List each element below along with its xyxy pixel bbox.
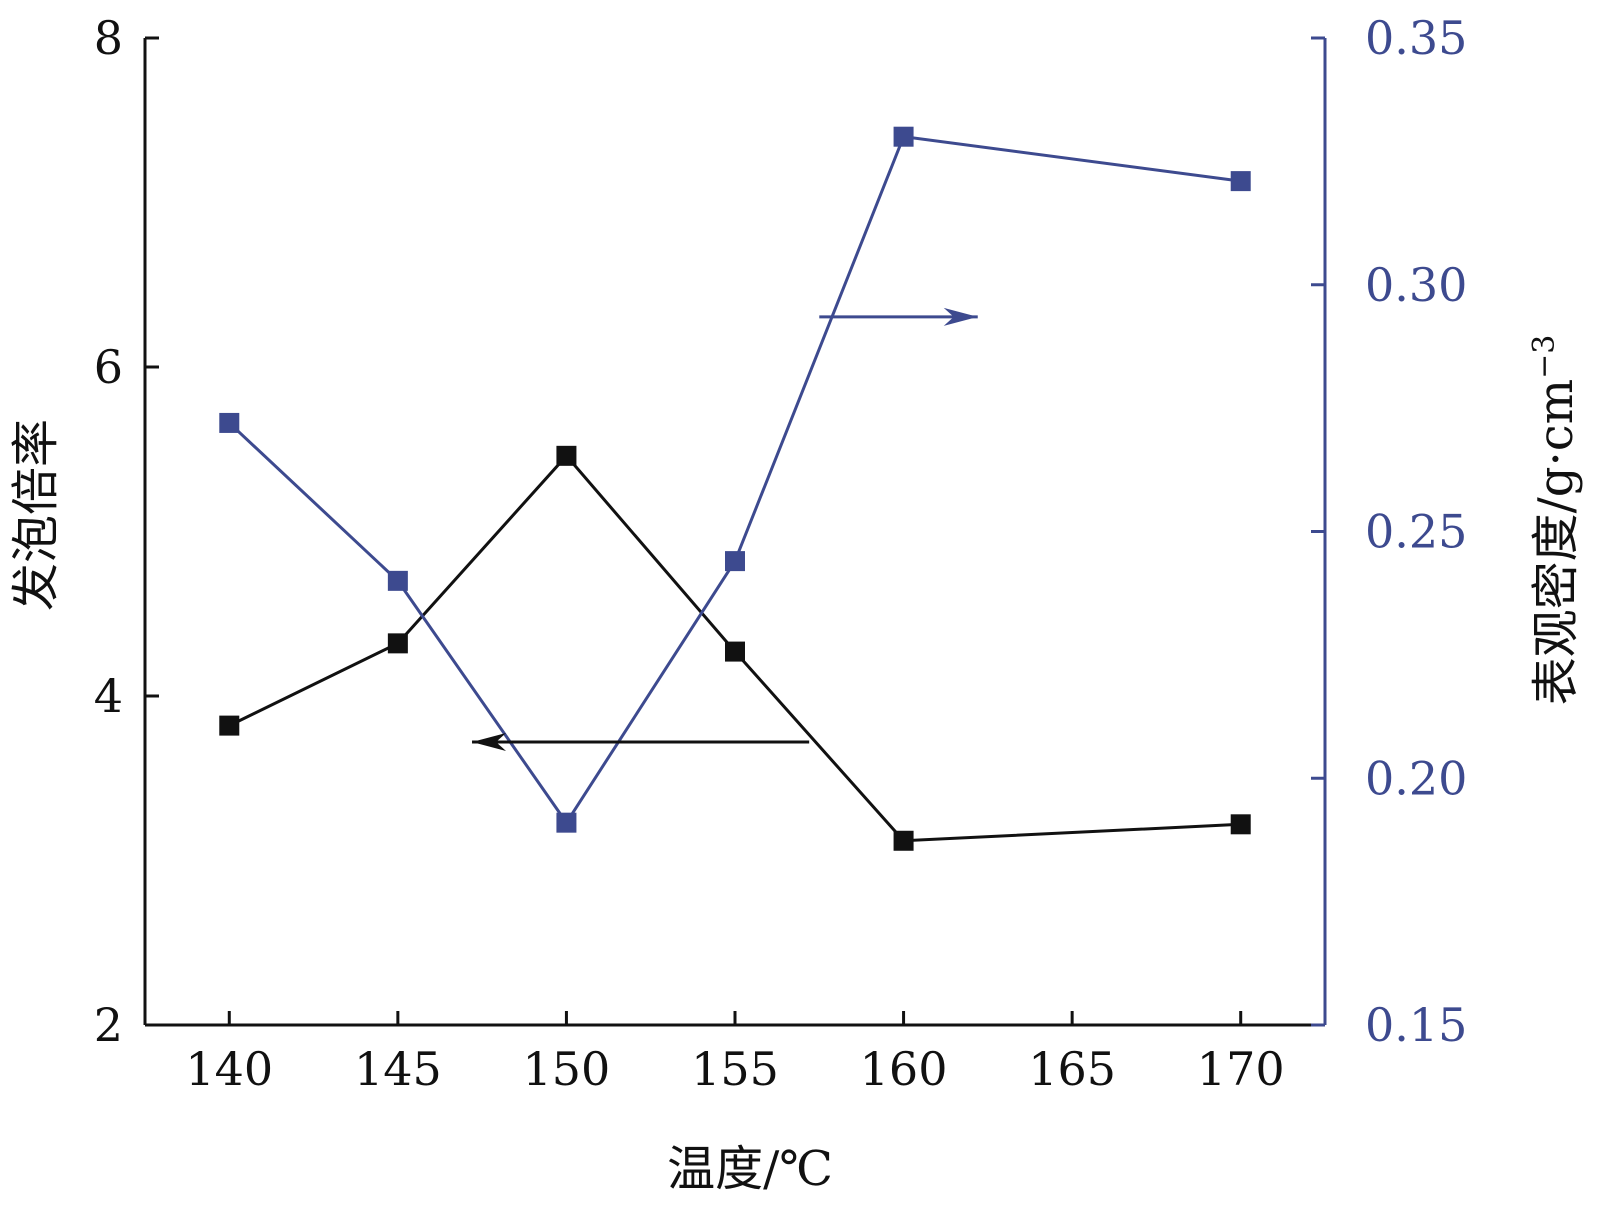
y-axis-right-title-main: 表观密度/g·cm — [1528, 379, 1584, 706]
series-left-marker — [1230, 814, 1251, 835]
y-right-tick-label: 0.20 — [1365, 751, 1467, 805]
annotation-arrow-right-head — [943, 307, 978, 326]
series-left-marker — [725, 641, 745, 662]
y-left-tick-label: 4 — [94, 669, 123, 723]
series-right-line — [228, 135, 1241, 826]
series-left-marker — [219, 715, 240, 736]
axes — [143, 38, 1327, 1027]
y-axis-right-title: 表观密度/g·cm−3 — [1527, 335, 1584, 706]
series-right-marker — [556, 812, 577, 833]
y-axis-right-title-superscript: −3 — [1527, 335, 1562, 379]
x-tick-label: 150 — [523, 1042, 611, 1096]
series-left-marker — [387, 633, 408, 654]
x-tick-label: 145 — [354, 1042, 442, 1096]
series-markers — [219, 126, 1251, 851]
series-lines — [228, 135, 1241, 843]
x-tick-label: 155 — [691, 1042, 779, 1096]
x-axis-title: 温度/℃ — [667, 1141, 833, 1197]
y-right-tick-label: 0.30 — [1365, 258, 1467, 312]
series-right-marker — [893, 126, 914, 147]
y-left-tick-label: 6 — [94, 340, 123, 394]
y-right-tick-label: 0.35 — [1365, 11, 1467, 65]
annotation-arrow-right — [819, 307, 978, 326]
series-left-marker — [556, 445, 577, 466]
x-tick-label: 165 — [1028, 1042, 1116, 1096]
annotations — [472, 307, 978, 752]
y-axis-left-title: 发泡倍率 — [8, 419, 64, 611]
y-right-tick-label: 0.15 — [1365, 998, 1467, 1052]
ticks: 140 145 150 155 160 165 170 2 4 6 8 0.15 0.20 0.25 0.3… — [94, 11, 1468, 1096]
annotation-arrow-left-head — [472, 733, 507, 752]
annotation-arrow-left — [472, 733, 810, 752]
y-right-tick-label: 0.25 — [1365, 505, 1467, 559]
series-left-marker — [893, 830, 914, 851]
series-right-marker — [387, 570, 408, 591]
x-tick-label: 140 — [185, 1042, 273, 1096]
series-right-marker — [725, 551, 745, 572]
y-left-tick-label: 2 — [94, 998, 123, 1052]
series-right-marker — [1230, 171, 1251, 192]
y-left-tick-label: 8 — [94, 11, 123, 65]
series-right-marker — [219, 412, 240, 433]
x-tick-label: 170 — [1197, 1042, 1285, 1096]
x-tick-label: 160 — [860, 1042, 948, 1096]
series-left-line — [228, 453, 1241, 843]
